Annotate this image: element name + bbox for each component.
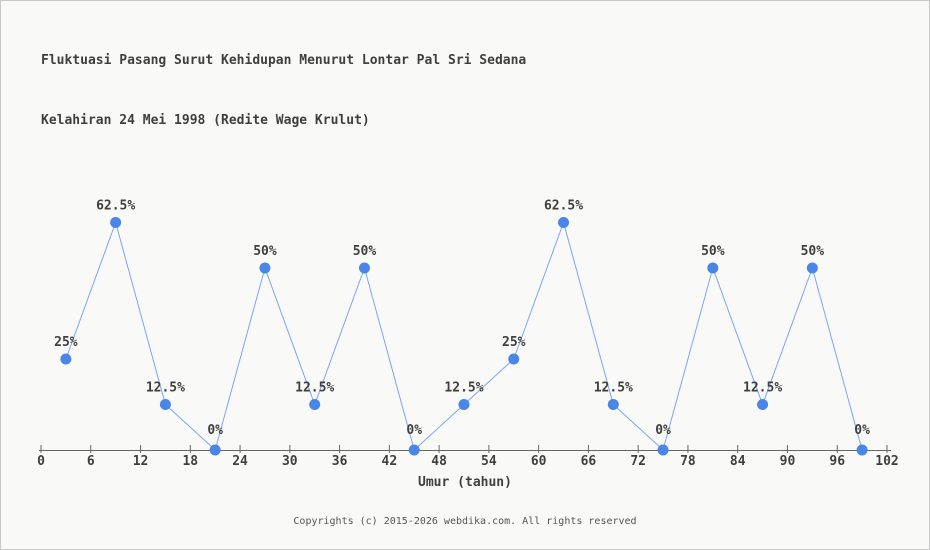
data-point-label: 0% bbox=[406, 423, 422, 438]
data-point-label: 12.5% bbox=[444, 381, 483, 396]
data-point-label: 12.5% bbox=[146, 381, 185, 396]
data-point bbox=[856, 444, 868, 456]
data-point bbox=[508, 353, 520, 365]
copyright-footer: Copyrights (c) 2015-2026 webdika.com. Al… bbox=[293, 516, 637, 527]
data-point-label: 12.5% bbox=[594, 381, 633, 396]
data-point-label: 62.5% bbox=[96, 199, 135, 214]
x-axis-tick-label: 84 bbox=[730, 454, 746, 469]
x-axis-tick-label: 30 bbox=[282, 454, 298, 469]
chart-title-line2: Kelahiran 24 Mei 1998 (Redite Wage Krulu… bbox=[41, 113, 370, 128]
data-point bbox=[60, 353, 72, 365]
data-point bbox=[806, 262, 818, 274]
data-point bbox=[209, 444, 221, 456]
data-series-line bbox=[65, 220, 863, 451]
data-point bbox=[358, 262, 370, 274]
x-axis-tick-label: 78 bbox=[680, 454, 696, 469]
chart-title-line1: Fluktuasi Pasang Surut Kehidupan Menurut… bbox=[41, 53, 527, 68]
x-axis-tick-label: 12 bbox=[133, 454, 149, 469]
x-axis-tick-label: 0 bbox=[37, 454, 45, 469]
data-point-label: 12.5% bbox=[295, 381, 334, 396]
data-point-label: 25% bbox=[502, 335, 526, 350]
data-point-label: 50% bbox=[253, 244, 277, 259]
data-point bbox=[110, 217, 122, 228]
data-point bbox=[259, 262, 271, 274]
x-axis-tick-label: 42 bbox=[382, 454, 398, 469]
x-axis-tick-label: 72 bbox=[630, 454, 646, 469]
data-point-label: 25% bbox=[54, 335, 78, 350]
data-point-label: 12.5% bbox=[743, 381, 782, 396]
data-point bbox=[558, 217, 570, 228]
data-point bbox=[707, 262, 719, 274]
x-axis-tick-label: 96 bbox=[829, 454, 845, 469]
chart-title: Fluktuasi Pasang Surut Kehidupan Menurut… bbox=[41, 11, 526, 171]
data-point-label: 0% bbox=[854, 423, 870, 438]
x-axis-tick-label: 90 bbox=[780, 454, 796, 469]
data-point bbox=[657, 444, 669, 456]
x-axis-tick-label: 24 bbox=[232, 454, 248, 469]
data-point-label: 50% bbox=[701, 244, 725, 259]
data-point bbox=[607, 399, 619, 410]
x-axis-tick-label: 60 bbox=[531, 454, 547, 469]
data-point-label: 62.5% bbox=[544, 199, 583, 214]
x-axis-tick-label: 54 bbox=[481, 454, 497, 469]
data-point bbox=[458, 399, 470, 410]
data-point bbox=[757, 399, 769, 410]
data-point-label: 0% bbox=[207, 423, 223, 438]
data-point-label: 50% bbox=[353, 244, 377, 259]
x-axis-tick-label: 36 bbox=[332, 454, 348, 469]
x-axis-title: Umur (tahun) bbox=[418, 475, 512, 490]
x-axis-tick-label: 18 bbox=[182, 454, 198, 469]
x-axis-tick-label: 102 bbox=[875, 454, 898, 469]
x-axis-tick-label: 66 bbox=[581, 454, 597, 469]
data-point bbox=[309, 399, 321, 410]
data-point bbox=[408, 444, 420, 456]
data-point-label: 50% bbox=[801, 244, 825, 259]
data-point bbox=[159, 399, 171, 410]
x-axis-tick-label: 6 bbox=[87, 454, 95, 469]
x-axis-tick-label: 48 bbox=[431, 454, 447, 469]
data-point-label: 0% bbox=[655, 423, 671, 438]
